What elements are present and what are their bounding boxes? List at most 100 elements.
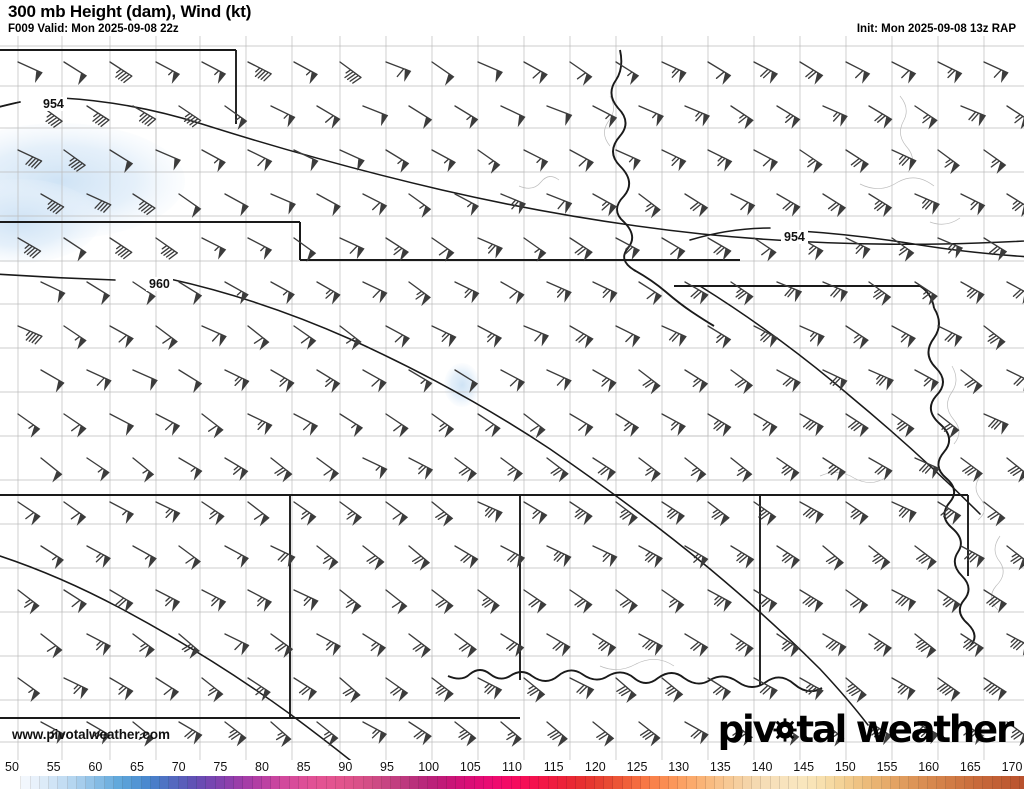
wind-barb	[132, 193, 156, 215]
colorbar-cell	[927, 776, 937, 789]
wind-barb	[822, 369, 848, 392]
map-canvas[interactable]: 954 960 954 www.pivotalweather.com piv tal …	[0, 36, 1024, 760]
colorbar-cell	[687, 776, 697, 789]
wind-barb	[339, 61, 362, 84]
wind-barb	[569, 413, 594, 437]
colorbar-cell	[530, 776, 540, 789]
wind-barb	[776, 457, 800, 482]
wind-barb	[707, 677, 732, 702]
wind-barb	[155, 677, 180, 702]
wind-barb	[822, 457, 846, 482]
colorbar-cell	[187, 776, 197, 789]
wind-barb	[546, 281, 572, 303]
wind-barb	[270, 193, 296, 215]
wind-barb	[868, 281, 892, 306]
wind-barb	[845, 237, 871, 260]
wind-barb	[385, 677, 409, 702]
colorbar-cell	[1001, 776, 1011, 789]
gear-icon	[773, 717, 797, 742]
wind-barb	[178, 545, 201, 571]
wind-barb	[40, 457, 63, 483]
wind-barb	[224, 105, 248, 130]
wind-barb	[109, 589, 134, 613]
colorbar-cell	[169, 776, 179, 789]
wind-barb	[983, 149, 1007, 174]
colorbar-cell	[160, 776, 170, 789]
colorbar-cell	[816, 776, 826, 789]
wind-barb	[707, 325, 732, 349]
colorbar-cell	[964, 776, 974, 789]
colorbar-cell	[576, 776, 586, 789]
wind-barb	[615, 237, 641, 260]
wind-barb	[523, 589, 547, 614]
wind-barb	[270, 369, 295, 393]
wind-barb	[155, 237, 178, 260]
wind-barb	[615, 677, 637, 703]
wind-barb	[937, 61, 963, 84]
wind-barb	[661, 677, 684, 703]
wind-barb	[546, 457, 569, 483]
wind-barb	[891, 61, 917, 84]
wind-barb	[316, 105, 341, 129]
wind-barb	[408, 281, 431, 307]
wind-barb	[569, 677, 595, 700]
wind-barb	[86, 193, 112, 213]
wind-barb	[408, 545, 431, 571]
wind-barb	[431, 237, 455, 262]
wind-barb	[914, 369, 939, 393]
colorbar-cell	[511, 776, 521, 789]
wind-barb	[845, 501, 869, 526]
wind-barb	[937, 325, 963, 348]
wind-barb	[86, 369, 112, 392]
wind-barb	[247, 61, 272, 82]
colorbar-tick-label: 60	[88, 760, 103, 774]
colorbar-cell	[974, 776, 984, 789]
colorbar-cell	[113, 776, 123, 789]
wind-barb	[983, 589, 1008, 614]
wind-barb	[730, 281, 754, 306]
wind-barb	[569, 237, 593, 262]
wind-barb	[86, 721, 111, 745]
colorbar-cell	[86, 776, 96, 789]
wind-barb	[477, 237, 503, 259]
colorbar-cell	[853, 776, 863, 789]
colorbar-cell	[326, 776, 336, 789]
wind-barb	[132, 369, 158, 391]
wind-barb	[1006, 281, 1024, 305]
colorbar-cell	[335, 776, 345, 789]
colorbar[interactable]: 50 55 60 65 70 75 80 85 90 95 100 105 110 115 120 125 13…	[0, 760, 1024, 791]
colorbar-cell	[437, 776, 447, 789]
wind-barb	[477, 677, 503, 700]
colorbar-tick-label: 55	[46, 760, 61, 774]
wind-barb	[201, 589, 227, 612]
colorbar-tick-label: 50	[5, 760, 19, 774]
wind-barb	[937, 413, 960, 439]
colorbar-cell	[826, 776, 836, 789]
wind-barb	[270, 105, 296, 128]
colorbar-tick-label: 85	[296, 760, 311, 774]
colorbar-cell	[761, 776, 771, 789]
colorbar-cell	[12, 776, 22, 789]
wind-barb	[224, 369, 250, 392]
pivotal-weather-logo: piv tal weather	[718, 711, 1015, 748]
wind-barb	[960, 721, 985, 746]
wind-barb	[845, 61, 871, 84]
wind-barb	[914, 545, 937, 571]
colorbar-cell	[493, 776, 503, 789]
wind-barb	[822, 193, 847, 218]
wind-barb	[339, 589, 362, 615]
wind-barb	[960, 193, 986, 216]
wind-barb	[477, 501, 503, 523]
colorbar-cell	[567, 776, 577, 789]
wind-barb	[178, 633, 200, 659]
wind-barb	[661, 325, 687, 347]
map-header: 300 mb Height (dam), Wind (kt) F009 Vali…	[0, 0, 1024, 36]
wind-barb	[247, 589, 273, 612]
wind-barb	[132, 545, 157, 569]
wind-barb	[454, 193, 480, 216]
wind-barb	[408, 369, 433, 393]
wind-barb	[362, 545, 385, 571]
wind-barb	[1006, 721, 1024, 747]
wind-barb	[753, 589, 778, 613]
wind-barb	[799, 677, 824, 701]
